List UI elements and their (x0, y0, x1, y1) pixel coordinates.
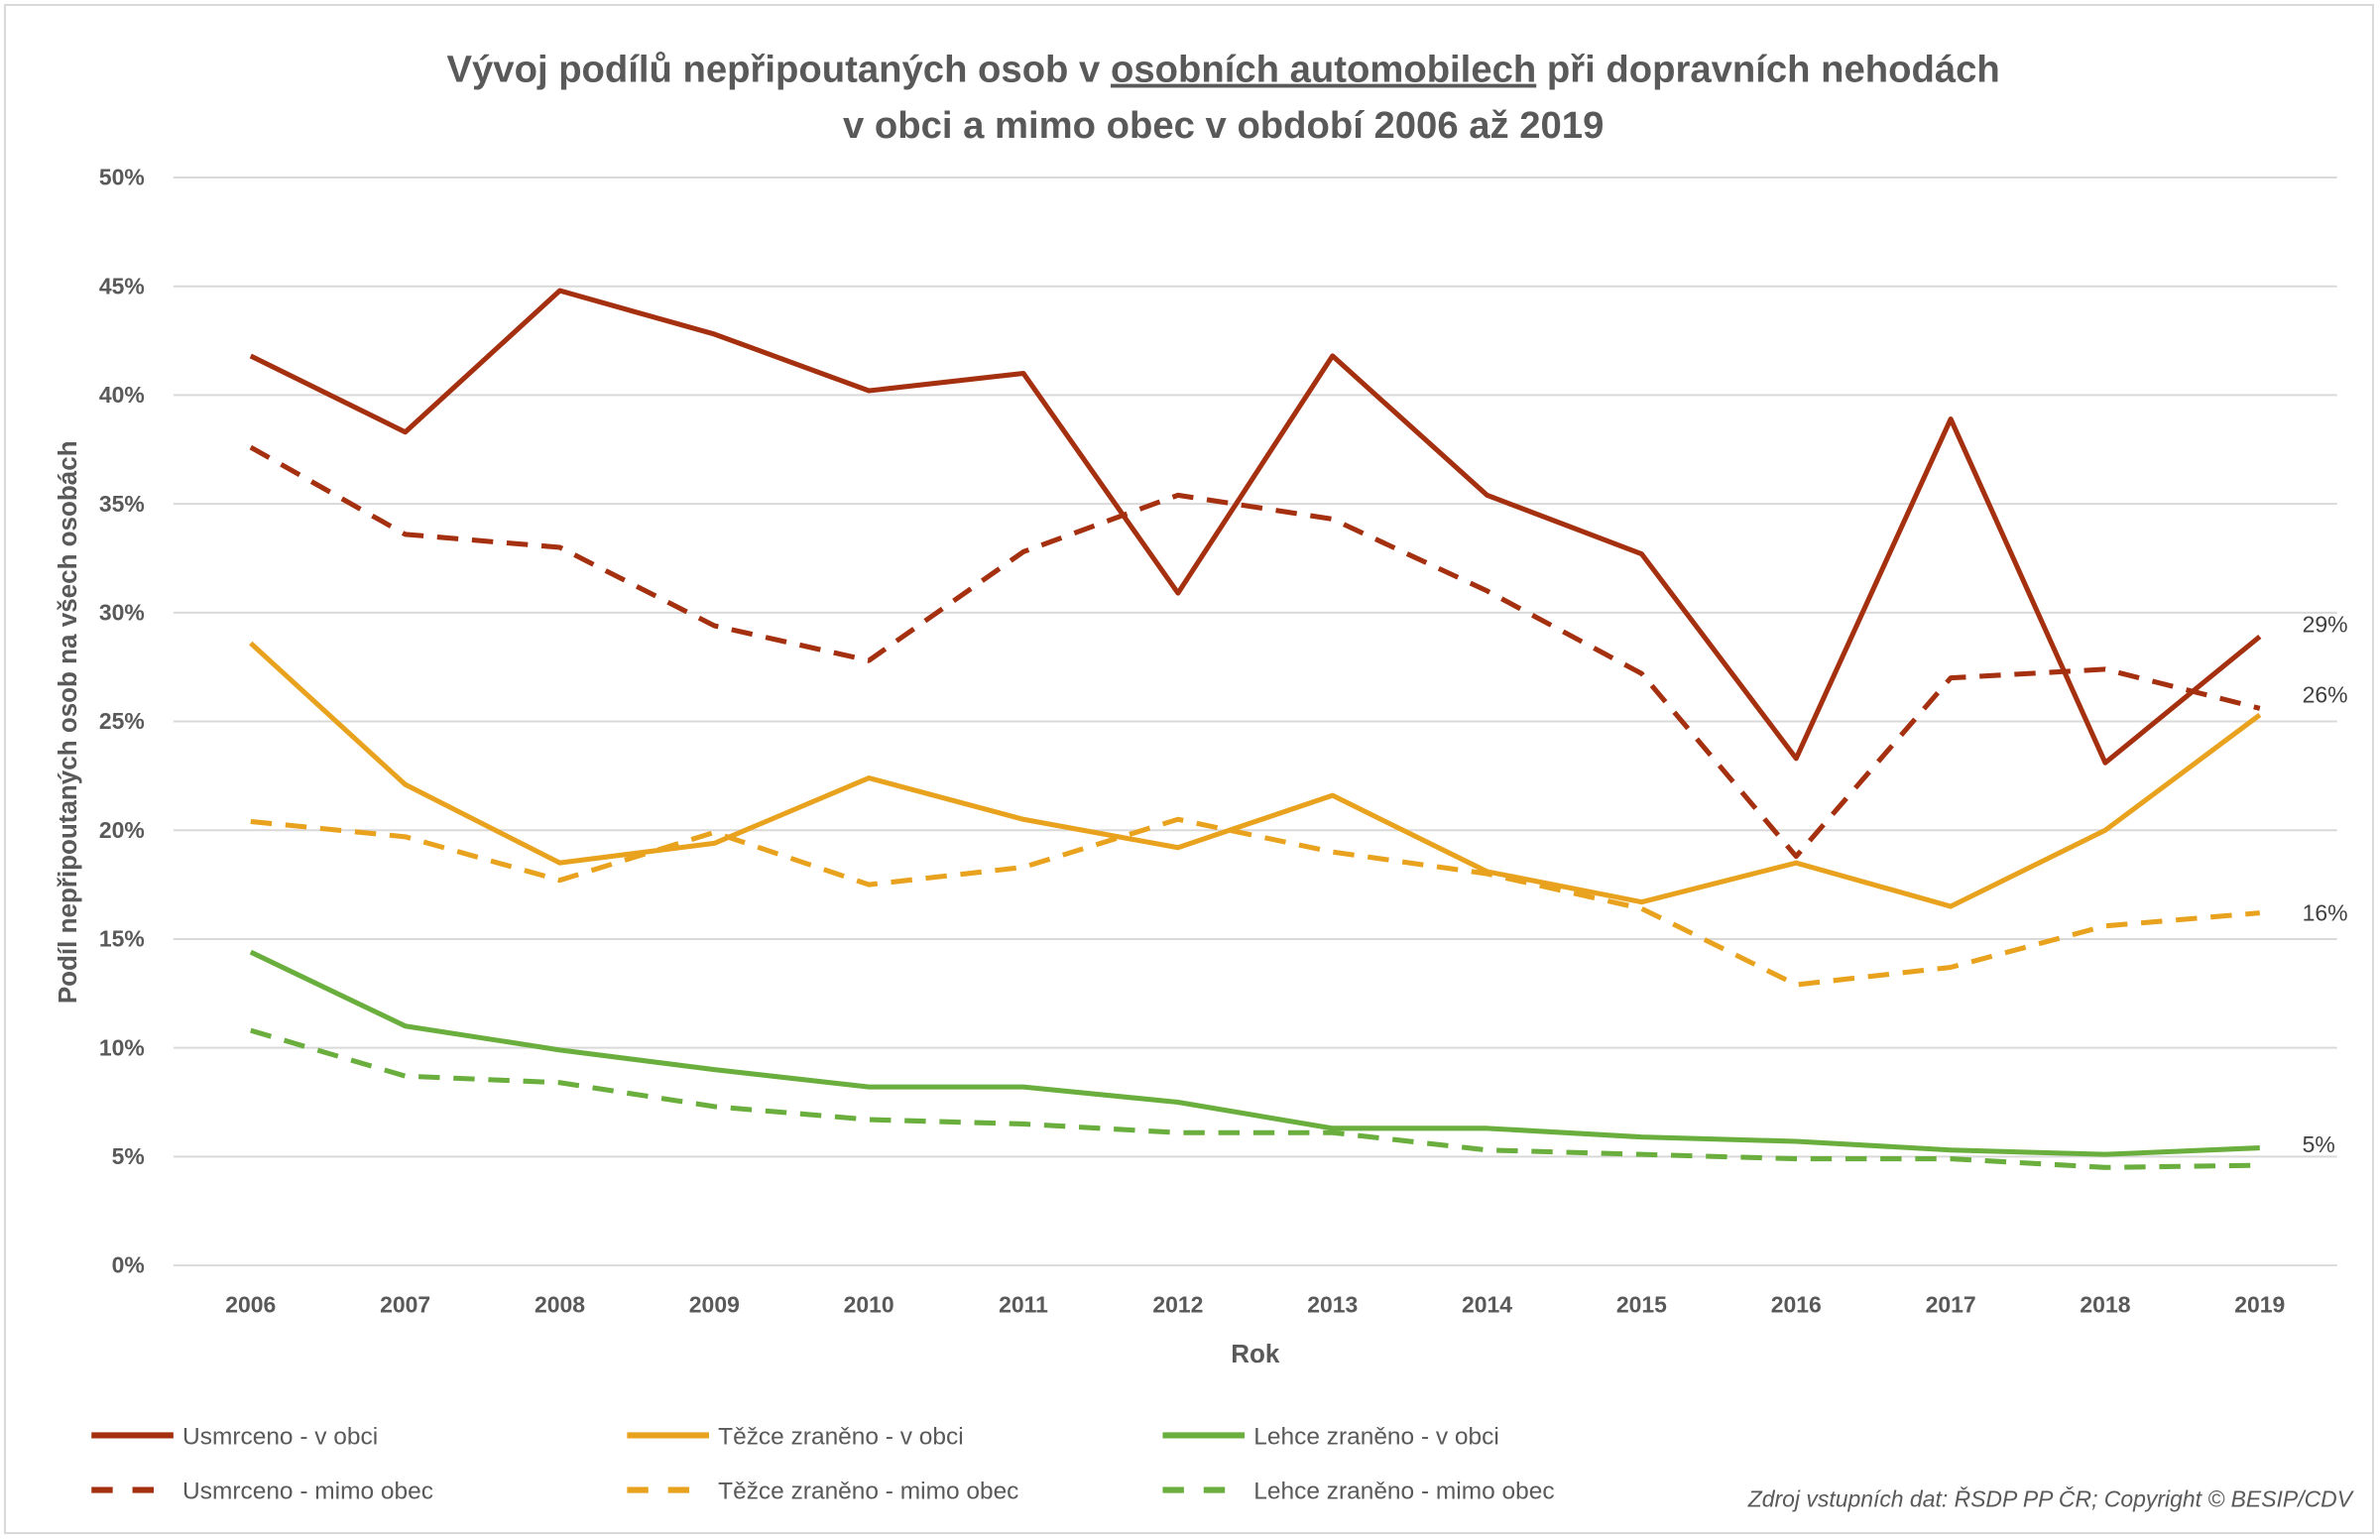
chart-frame (4, 4, 2374, 1534)
legend-label: Lehce zraněno - mimo obec (1253, 1479, 1554, 1505)
x-tick-label: 2011 (999, 1291, 1048, 1317)
y-tick-label: 30% (99, 599, 145, 625)
x-tick-label: 2007 (380, 1291, 430, 1317)
x-tick-label: 2017 (1926, 1291, 1976, 1317)
source-note: Zdroj vstupních dat: ŘSDP PP ČR; Copyrig… (1747, 1485, 2355, 1511)
y-tick-label: 10% (99, 1034, 145, 1060)
y-tick-label: 45% (99, 273, 145, 298)
legend-label: Těžce zraněno - v obci (718, 1424, 964, 1451)
x-tick-label: 2013 (1307, 1291, 1358, 1317)
y-tick-label: 15% (99, 926, 145, 952)
series-line-1 (249, 641, 2262, 909)
y-tick-label: 35% (99, 491, 145, 517)
y-tick-label: 40% (99, 382, 145, 408)
x-tick-label: 2014 (1462, 1291, 1512, 1317)
x-tick-label: 2012 (1152, 1291, 1203, 1317)
x-tick-label: 2016 (1771, 1291, 1822, 1317)
data-label: 5% (2303, 1131, 2335, 1157)
chart-title-line1: Vývoj podílů nepřipoutaných osob v osobn… (447, 49, 2000, 91)
x-tick-label: 2006 (225, 1291, 276, 1317)
legend-label: Lehce zraněno - v obci (1253, 1424, 1499, 1451)
data-label: 29% (2303, 611, 2348, 637)
y-axis-label: Podíl nepřipoutaných osob na všech osobá… (53, 440, 82, 1004)
y-tick-label: 50% (99, 165, 145, 190)
x-tick-label: 2019 (2234, 1291, 2285, 1317)
x-tick-label: 2010 (844, 1291, 894, 1317)
x-tick-label: 2015 (1616, 1291, 1667, 1317)
legend-label: Těžce zraněno - mimo obec (718, 1479, 1018, 1505)
x-tick-label: 2008 (535, 1291, 585, 1317)
y-tick-label: 25% (99, 708, 145, 734)
legend-label: Usmrceno - mimo obec (182, 1479, 433, 1505)
series-line-5 (250, 1027, 2260, 1170)
series-line-2 (249, 949, 2260, 1157)
y-tick-label: 0% (112, 1252, 145, 1278)
x-axis-label: Rok (1231, 1339, 1280, 1368)
chart-title-line2: v obci a mimo obec v období 2006 až 2019 (843, 104, 1604, 147)
y-tick-label: 5% (112, 1143, 145, 1169)
series-line-3 (249, 444, 2261, 860)
y-tick-label: 20% (99, 817, 145, 843)
data-label: 16% (2303, 899, 2348, 925)
x-tick-label: 2009 (689, 1291, 740, 1317)
legend-label: Usmrceno - v obci (182, 1424, 378, 1451)
x-tick-label: 2018 (2080, 1291, 2130, 1317)
data-label: 26% (2303, 682, 2348, 708)
series-line-0 (249, 288, 2262, 766)
